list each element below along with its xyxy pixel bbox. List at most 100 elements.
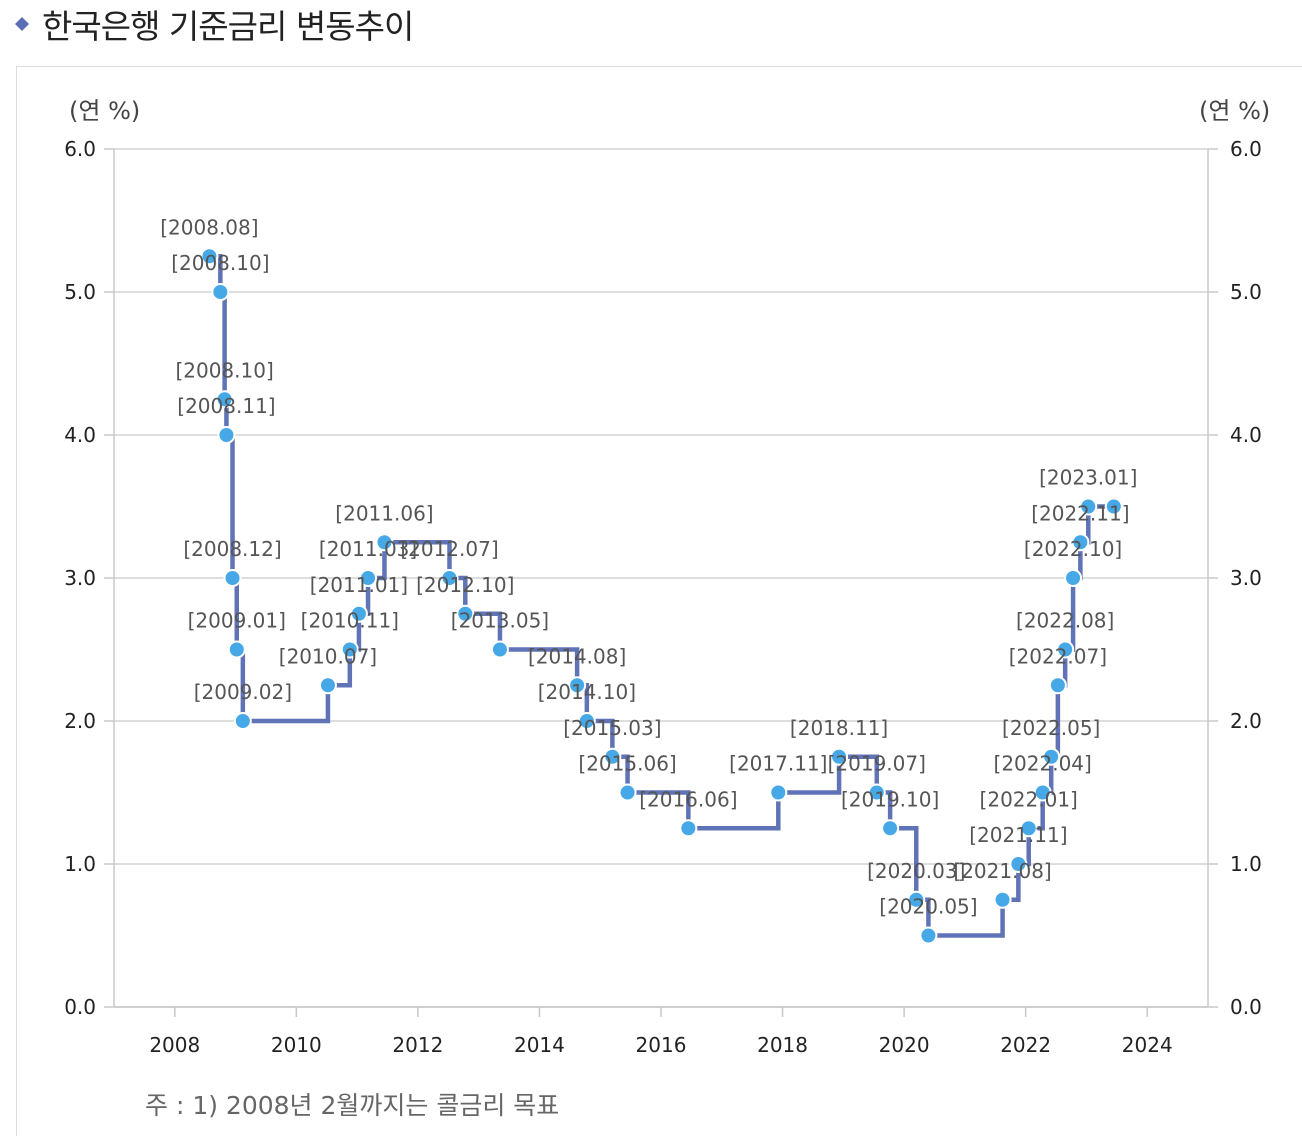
data-label: [2022.08] (1016, 609, 1114, 633)
data-point (200, 247, 219, 266)
data-label: [2014.10] (538, 680, 636, 704)
x-tick-label: 2024 (1122, 1033, 1173, 1057)
data-point (1042, 747, 1061, 766)
data-label: [2011.01] (310, 573, 408, 597)
data-point (223, 569, 242, 587)
data-point (907, 890, 926, 909)
data-label: [2018.11] (790, 716, 888, 740)
data-point (1056, 640, 1075, 659)
y-tick-label-right: 5.0 (1230, 280, 1262, 304)
chart-header: 한국은행 기준금리 변동추이 (14, 2, 414, 46)
data-label: [2019.10] (841, 787, 939, 811)
data-point (340, 640, 359, 659)
data-label: [2022.11] (1031, 501, 1129, 525)
data-point (867, 783, 886, 802)
data-point (318, 676, 337, 695)
data-label: [2022.04] (994, 752, 1092, 776)
data-point (211, 283, 230, 301)
data-label: [2008.12] (183, 537, 281, 561)
data-point (375, 533, 394, 552)
chart-title: 한국은행 기준금리 변동추이 (42, 7, 414, 46)
data-label: [2012.07] (400, 537, 498, 561)
data-point (456, 604, 475, 623)
data-label: [2019.07] (828, 752, 926, 776)
diamond-icon (15, 17, 29, 31)
data-point (568, 676, 587, 695)
data-point (215, 390, 234, 409)
data-point (217, 426, 236, 444)
x-tick-label: 2012 (392, 1033, 443, 1057)
x-tick-label: 2022 (1000, 1033, 1051, 1057)
data-label: [2009.02] (194, 680, 292, 704)
data-point (618, 783, 637, 802)
x-tick-label: 2014 (514, 1033, 565, 1057)
data-label: [2023.01] (1039, 466, 1137, 490)
x-tick-label: 2018 (757, 1033, 808, 1057)
data-label: [2008.10] (171, 251, 269, 275)
y-tick-label-left: 2.0 (64, 709, 96, 733)
data-point (881, 819, 900, 838)
data-point (1079, 497, 1098, 516)
data-label: [2022.05] (1002, 716, 1100, 740)
data-label: [2015.03] (563, 716, 661, 740)
data-point (1009, 855, 1028, 873)
y-axis-title-left: (연 %) (69, 97, 140, 125)
data-label: [2015.06] (578, 752, 676, 776)
data-point (919, 926, 938, 945)
data-point (830, 747, 849, 766)
data-label: [2014.08] (528, 644, 626, 668)
data-label: [2011.06] (335, 501, 433, 525)
y-tick-label-left: 0.0 (64, 995, 96, 1019)
data-label: [2021.08] (953, 859, 1051, 883)
data-point (440, 569, 459, 587)
data-label: [2008.10] (175, 358, 273, 382)
x-tick-label: 2016 (636, 1033, 687, 1057)
footnote: 주 : 1) 2008년 2월까지는 콜금리 목표 (145, 1091, 560, 1120)
y-tick-label-right: 0.0 (1230, 995, 1262, 1019)
data-label: [2008.08] (160, 215, 258, 239)
data-point (490, 640, 509, 659)
y-tick-label-right: 4.0 (1230, 423, 1262, 447)
data-point (1071, 533, 1090, 552)
chart-panel: 0.0 0.0 1.0 1.0 2.0 2.0 3.0 3.0 4.0 4.0 5.0 5.0 6.0 6… (16, 66, 1302, 1136)
data-point (1104, 497, 1123, 516)
data-point (359, 569, 378, 587)
data-point (1064, 569, 1083, 587)
y-tick-label-left: 5.0 (64, 280, 96, 304)
y-tick-label-left: 4.0 (64, 423, 96, 447)
data-label: [2022.07] (1009, 644, 1107, 668)
data-label: [2016.06] (639, 787, 737, 811)
y-tick-label-right: 1.0 (1230, 852, 1262, 876)
data-label: [2012.10] (416, 573, 514, 597)
data-point (1019, 819, 1038, 838)
data-label: [2021.11] (969, 823, 1067, 847)
x-tick-label: 2020 (879, 1033, 930, 1057)
data-point (1048, 676, 1067, 695)
y-tick-label-left: 1.0 (64, 852, 96, 876)
y-tick-label-left: 6.0 (64, 137, 96, 161)
data-label: [2010.07] (279, 644, 377, 668)
data-point (233, 712, 252, 730)
x-tick-label: 2010 (271, 1033, 322, 1057)
data-point (227, 640, 246, 659)
data-label: [2011.03] (319, 537, 417, 561)
y-tick-label-left: 3.0 (64, 566, 96, 590)
rate-step-line (209, 254, 1114, 938)
data-point (993, 890, 1012, 909)
data-label: [2017.11] (729, 752, 827, 776)
data-label: [2010.11] (301, 609, 399, 633)
data-label: [2008.11] (177, 394, 275, 418)
x-tick-label: 2008 (149, 1033, 200, 1057)
data-label: [2022.01] (980, 787, 1078, 811)
data-label: [2020.05] (879, 895, 977, 919)
data-point (1033, 783, 1052, 802)
data-label: [2022.10] (1024, 537, 1122, 561)
data-label: [2013.05] (451, 609, 549, 633)
y-tick-label-right: 2.0 (1230, 709, 1262, 733)
rate-chart: 0.0 0.0 1.0 1.0 2.0 2.0 3.0 3.0 4.0 4.0 5.0 5.0 6.0 6… (64, 97, 1270, 1057)
data-label: [2009.01] (188, 609, 286, 633)
data-point (679, 819, 698, 838)
data-point (577, 712, 596, 730)
y-axis-title-right: (연 %) (1199, 97, 1270, 125)
y-tick-label-right: 3.0 (1230, 566, 1262, 590)
